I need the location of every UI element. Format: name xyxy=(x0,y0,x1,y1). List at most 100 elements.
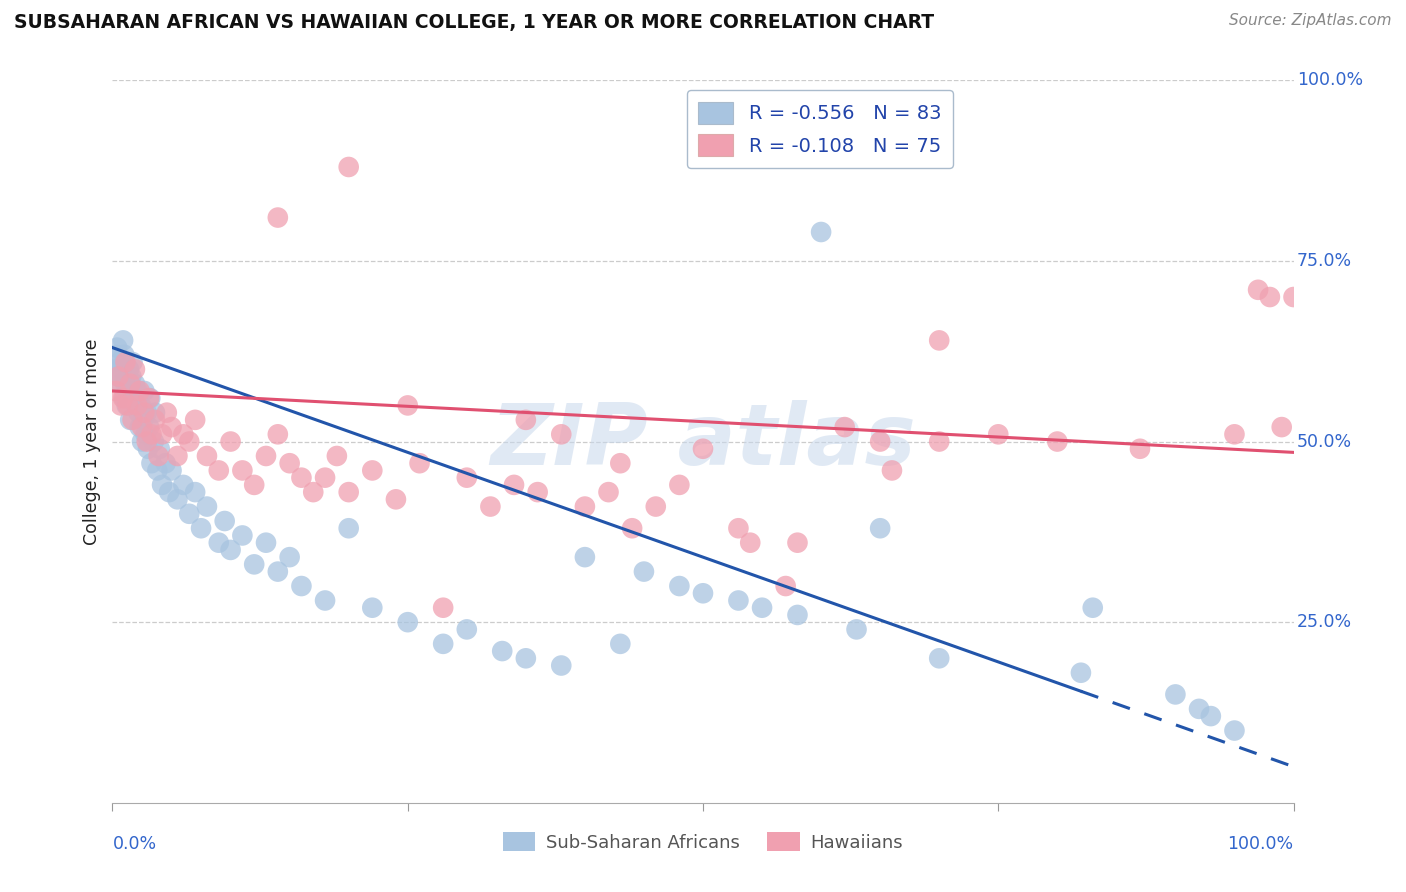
Point xyxy=(214,514,236,528)
Point xyxy=(928,434,950,449)
Point xyxy=(142,434,165,449)
Text: 75.0%: 75.0% xyxy=(1298,252,1353,270)
Point xyxy=(157,485,180,500)
Point xyxy=(775,579,797,593)
Point xyxy=(120,376,142,391)
Point xyxy=(112,391,135,405)
Point xyxy=(337,160,360,174)
Point xyxy=(120,369,142,384)
Point xyxy=(751,600,773,615)
Point xyxy=(104,362,127,376)
Point xyxy=(727,521,749,535)
Legend: Sub-Saharan Africans, Hawaiians: Sub-Saharan Africans, Hawaiians xyxy=(496,825,910,859)
Point xyxy=(668,478,690,492)
Point xyxy=(503,478,526,492)
Point xyxy=(550,427,572,442)
Point xyxy=(138,420,160,434)
Point xyxy=(574,550,596,565)
Point xyxy=(1282,290,1305,304)
Point xyxy=(479,500,502,514)
Point xyxy=(869,434,891,449)
Point xyxy=(550,658,572,673)
Point xyxy=(314,593,336,607)
Point xyxy=(118,362,141,376)
Point xyxy=(987,427,1010,442)
Point xyxy=(107,369,129,384)
Point xyxy=(117,398,139,412)
Point xyxy=(1199,709,1222,723)
Point xyxy=(138,391,160,405)
Point xyxy=(166,492,188,507)
Text: 0.0%: 0.0% xyxy=(112,835,156,854)
Point xyxy=(135,434,157,449)
Point xyxy=(131,420,153,434)
Point xyxy=(1247,283,1270,297)
Point xyxy=(112,334,135,348)
Point xyxy=(111,362,134,376)
Text: 50.0%: 50.0% xyxy=(1298,433,1353,450)
Point xyxy=(278,456,301,470)
Point xyxy=(134,406,156,420)
Point xyxy=(125,398,148,412)
Point xyxy=(1129,442,1152,456)
Point xyxy=(195,449,218,463)
Point xyxy=(810,225,832,239)
Point xyxy=(1081,600,1104,615)
Point xyxy=(326,449,349,463)
Point xyxy=(179,434,201,449)
Point xyxy=(124,376,146,391)
Point xyxy=(129,398,152,412)
Point xyxy=(928,334,950,348)
Point xyxy=(219,542,242,557)
Point xyxy=(278,550,301,565)
Text: 100.0%: 100.0% xyxy=(1298,71,1364,89)
Point xyxy=(179,507,201,521)
Point xyxy=(208,463,231,477)
Point xyxy=(598,485,620,500)
Point xyxy=(112,348,135,362)
Point xyxy=(1164,687,1187,701)
Point xyxy=(692,586,714,600)
Point xyxy=(135,406,157,420)
Point xyxy=(337,485,360,500)
Point xyxy=(515,413,537,427)
Point xyxy=(692,442,714,456)
Point xyxy=(740,535,762,549)
Point xyxy=(190,521,212,535)
Point xyxy=(122,391,145,405)
Point xyxy=(314,470,336,484)
Point xyxy=(128,420,150,434)
Point xyxy=(1271,420,1294,434)
Text: ZIP atlas: ZIP atlas xyxy=(491,400,915,483)
Text: Source: ZipAtlas.com: Source: ZipAtlas.com xyxy=(1229,13,1392,29)
Point xyxy=(432,637,454,651)
Point xyxy=(361,463,384,477)
Point xyxy=(105,341,128,355)
Point xyxy=(112,391,135,405)
Point xyxy=(117,384,139,398)
Point xyxy=(143,406,166,420)
Text: SUBSAHARAN AFRICAN VS HAWAIIAN COLLEGE, 1 YEAR OR MORE CORRELATION CHART: SUBSAHARAN AFRICAN VS HAWAIIAN COLLEGE, … xyxy=(14,13,934,32)
Point xyxy=(115,398,138,412)
Point xyxy=(110,376,132,391)
Point xyxy=(195,500,218,514)
Point xyxy=(869,521,891,535)
Point xyxy=(149,442,172,456)
Point xyxy=(131,434,153,449)
Point xyxy=(845,623,868,637)
Point xyxy=(121,355,143,369)
Point xyxy=(337,521,360,535)
Point xyxy=(105,384,128,398)
Point xyxy=(633,565,655,579)
Point xyxy=(134,384,156,398)
Point xyxy=(155,456,177,470)
Point xyxy=(231,463,253,477)
Point xyxy=(150,478,173,492)
Point xyxy=(108,355,131,369)
Point xyxy=(1046,434,1069,449)
Point xyxy=(1070,665,1092,680)
Point xyxy=(254,535,277,549)
Point xyxy=(1258,290,1281,304)
Point xyxy=(361,600,384,615)
Point xyxy=(302,485,325,500)
